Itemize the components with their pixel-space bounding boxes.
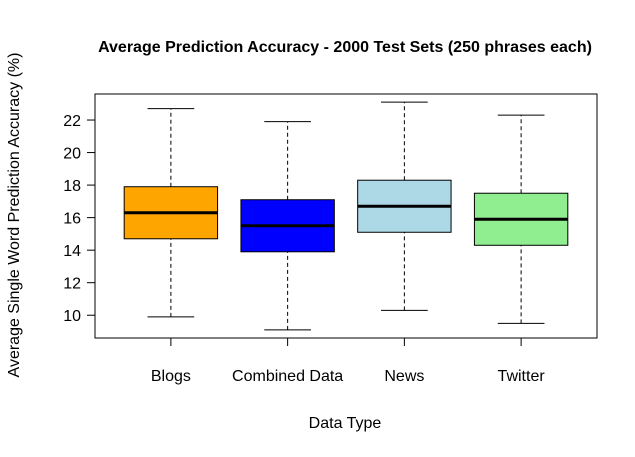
x-axis-label: Data Type xyxy=(309,415,382,432)
y-axis-label: Average Single Word Prediction Accuracy … xyxy=(6,53,23,378)
y-tick-label: 18 xyxy=(63,178,81,195)
x-tick-label: Twitter xyxy=(498,368,546,385)
y-tick-label: 14 xyxy=(63,243,81,260)
box-group xyxy=(357,101,452,311)
x-tick-label: Combined Data xyxy=(232,368,343,385)
x-axis: Blogs Combined Data News Twitter xyxy=(151,337,546,385)
box-group xyxy=(240,121,335,331)
y-tick-label: 22 xyxy=(63,113,81,130)
x-tick-label: Blogs xyxy=(151,368,191,385)
y-tick-label: 16 xyxy=(63,211,81,228)
y-tick-label: 12 xyxy=(63,276,81,293)
x-tick-label: News xyxy=(384,368,424,385)
y-axis: 10 12 14 16 18 20 22 xyxy=(63,113,96,325)
y-tick-label: 20 xyxy=(63,146,81,163)
box-group xyxy=(123,108,219,318)
boxes-layer xyxy=(123,101,569,331)
y-tick-label: 10 xyxy=(63,308,81,325)
chart-title: Average Prediction Accuracy - 2000 Test … xyxy=(98,39,592,56)
box-group xyxy=(473,114,569,324)
